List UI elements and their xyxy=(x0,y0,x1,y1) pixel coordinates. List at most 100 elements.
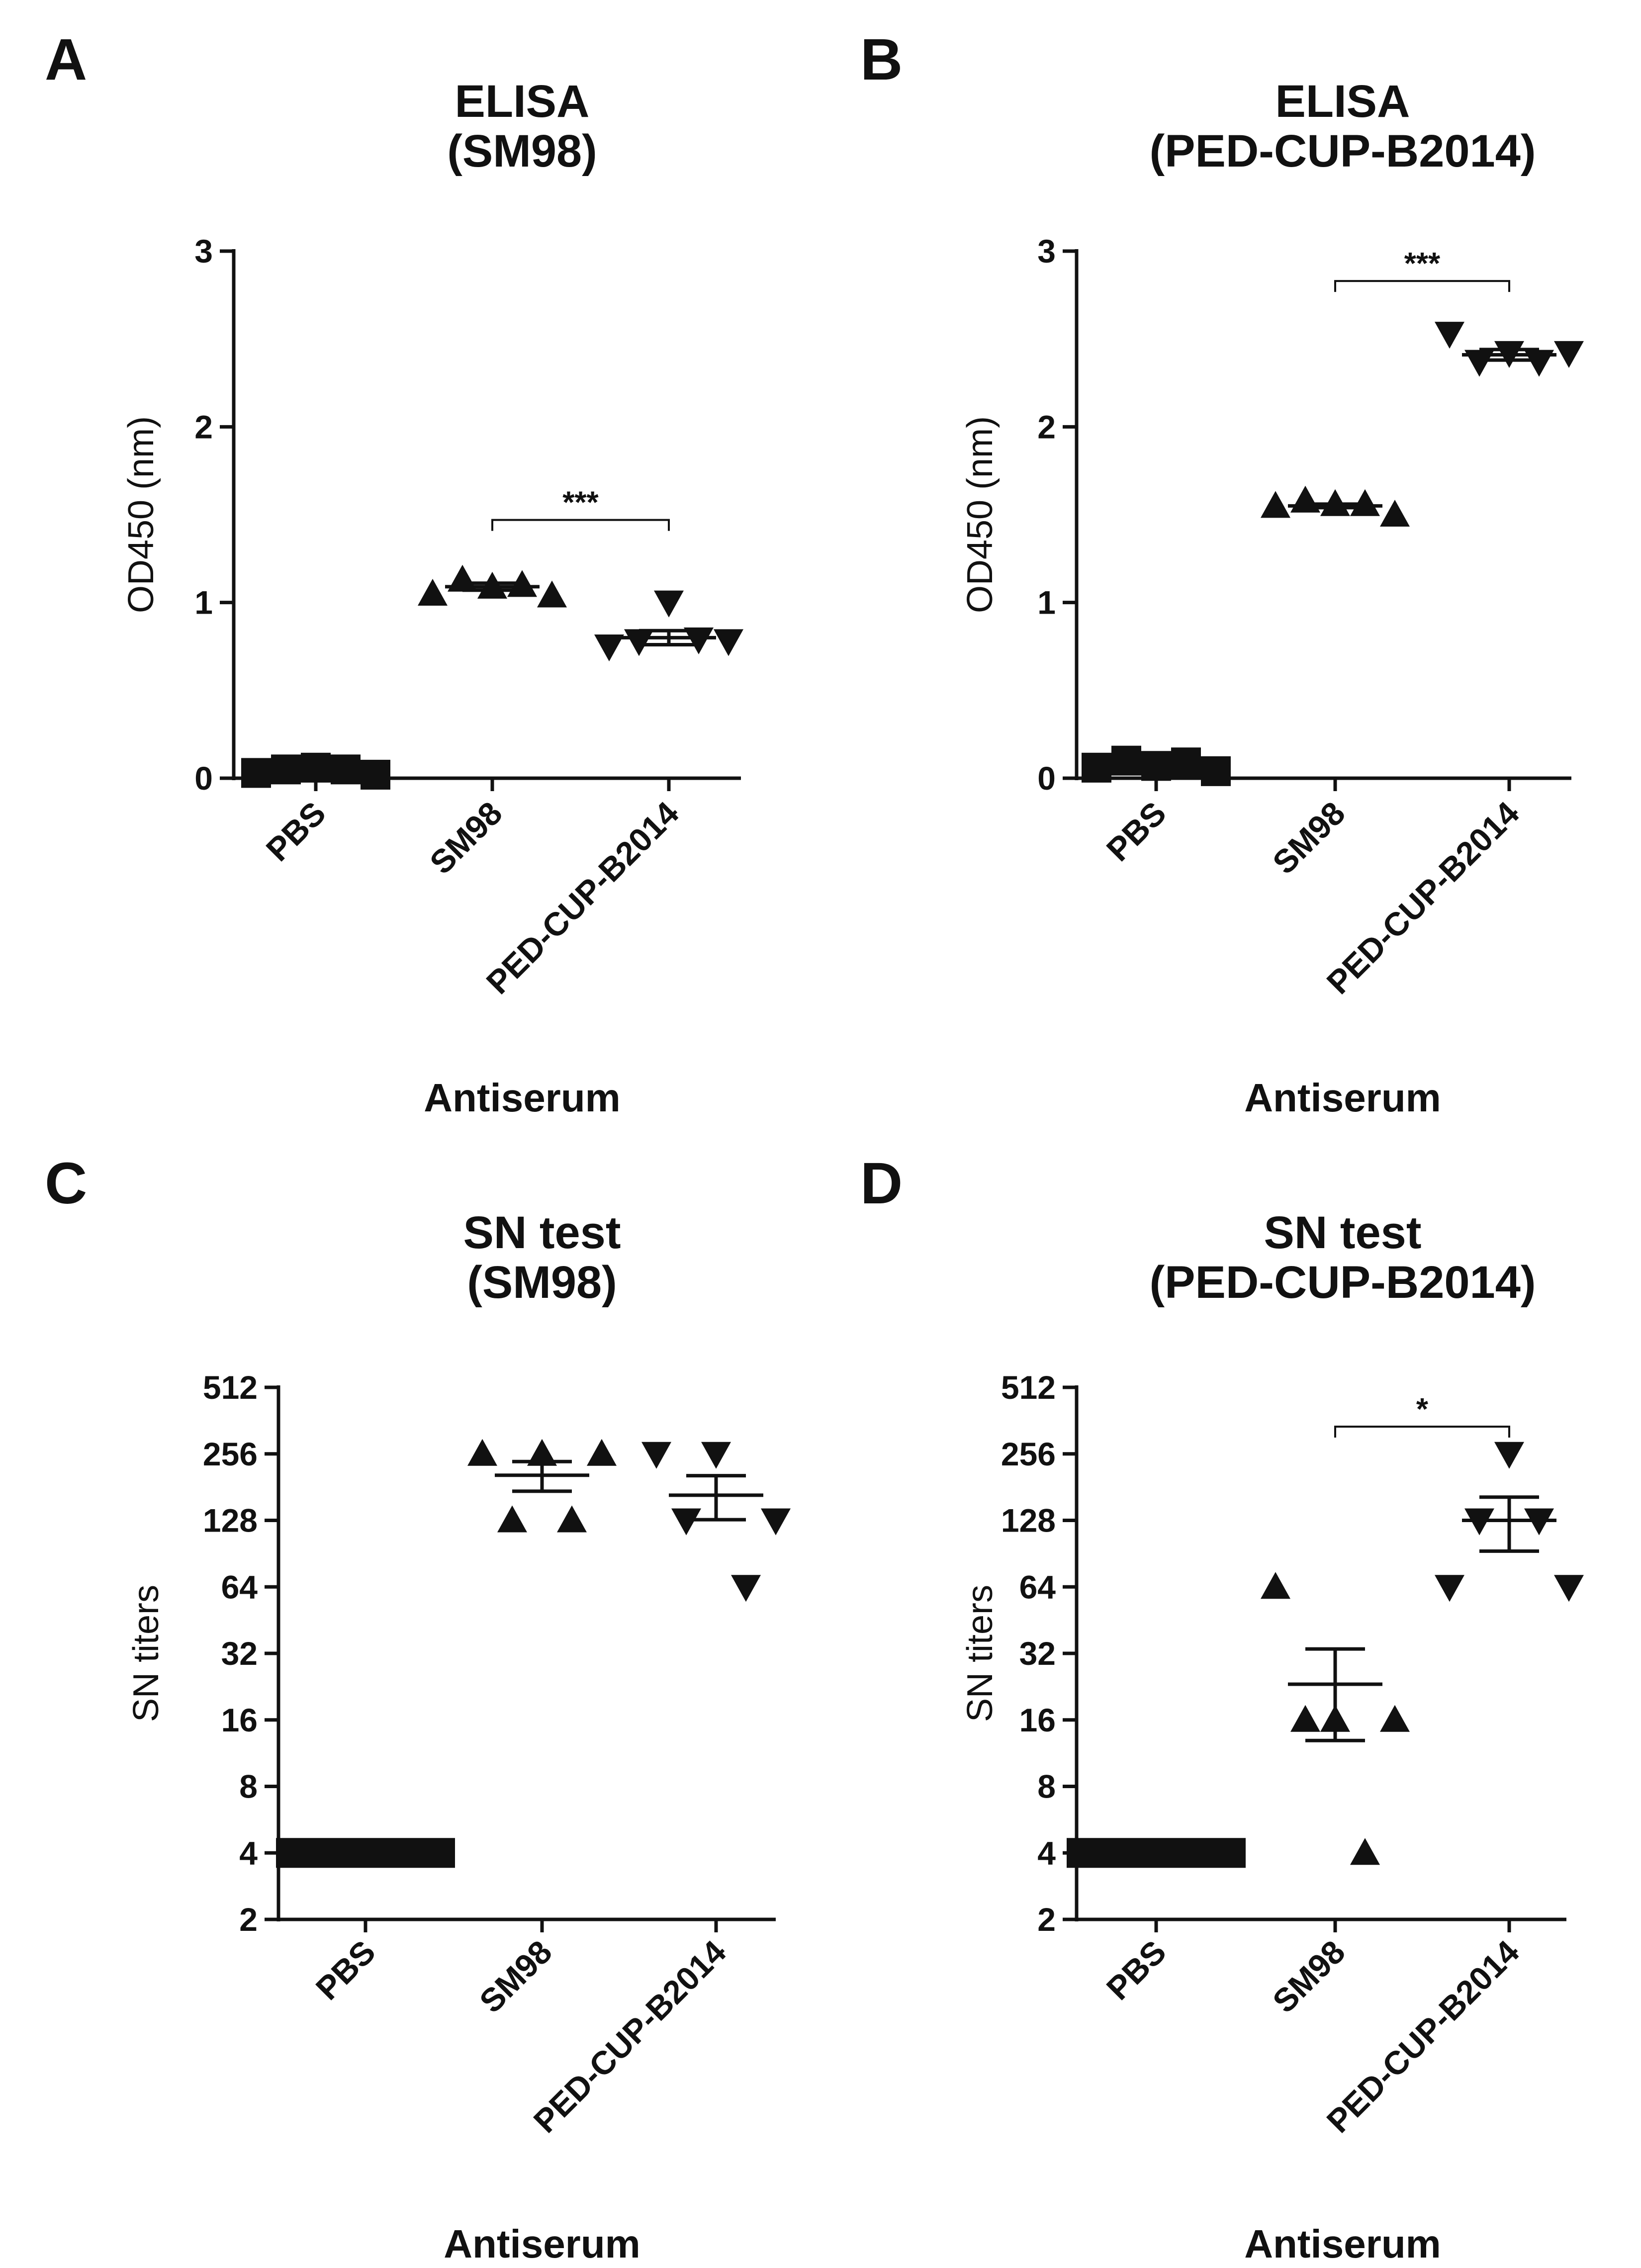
y-tick-label: 512 xyxy=(1001,1369,1056,1406)
x-category-label: PED-CUP-B2014 xyxy=(1319,794,1526,1001)
significance-label: *** xyxy=(562,486,599,520)
data-point-triangle-up xyxy=(557,1505,587,1533)
data-point-triangle-up xyxy=(497,1505,527,1533)
y-tick-label: 2 xyxy=(194,408,213,445)
y-tick-label: 16 xyxy=(1019,1702,1056,1738)
y-tick-label: 2 xyxy=(239,1901,258,1938)
y-tick-label: 8 xyxy=(1037,1768,1056,1805)
y-tick-label: 4 xyxy=(239,1834,258,1871)
data-point-square xyxy=(276,1838,306,1868)
data-point-triangle-up xyxy=(467,1439,497,1466)
chart-title-line: ELISA xyxy=(1276,76,1410,127)
x-category-label: PBS xyxy=(1099,795,1173,868)
x-category-label: SM98 xyxy=(423,795,509,881)
y-tick-label: 32 xyxy=(1019,1635,1056,1672)
y-tick-label: 32 xyxy=(221,1635,258,1672)
y-tick-label: 3 xyxy=(194,233,213,270)
data-point-triangle-up xyxy=(1350,1838,1380,1865)
data-point-square xyxy=(361,759,390,790)
data-point-triangle-down xyxy=(1524,350,1554,377)
y-axis-label: OD450 (nm) xyxy=(121,416,161,613)
data-point-triangle-up xyxy=(1290,1705,1320,1732)
y-tick-label: 64 xyxy=(1019,1568,1056,1605)
x-category-label: PBS xyxy=(309,1933,382,2007)
chart-panel-d: D SN test(PED-CUP-B2014) 2 4 8 16 32 64 128 256 51… xyxy=(860,1151,1584,2266)
data-point-square xyxy=(1111,745,1141,776)
x-category-label: SM98 xyxy=(472,1933,559,2020)
x-category-label: SM98 xyxy=(1266,795,1352,881)
data-point-square xyxy=(1171,747,1201,778)
data-point-square xyxy=(1201,756,1231,786)
chart-panel-a: A ELISA(SM98) 0 1 2 3 OD450 (nm) PBS SM98PED-CUP… xyxy=(45,27,743,1120)
chart-title-line: (PED-CUP-B2014) xyxy=(1149,126,1536,177)
data-point-triangle-down xyxy=(684,627,714,654)
significance-bracket xyxy=(491,519,670,531)
chart-title-line: SN test xyxy=(1264,1207,1422,1258)
y-tick-label: 2 xyxy=(1037,408,1056,445)
data-point-triangle-up xyxy=(587,1439,617,1466)
data-point-triangle-down xyxy=(654,590,684,618)
data-point-square xyxy=(1067,1838,1096,1868)
y-tick-label: 8 xyxy=(239,1768,258,1805)
panel-letter: D xyxy=(860,1151,903,1216)
data-point-triangle-up xyxy=(1380,1705,1410,1732)
x-axis-label: Antiserum xyxy=(424,1076,621,1120)
data-point-triangle-up xyxy=(1380,500,1410,527)
data-point-triangle-down xyxy=(641,1442,671,1469)
data-point-triangle-down xyxy=(761,1508,791,1536)
y-tick-label: 1 xyxy=(194,584,213,621)
data-point-triangle-down xyxy=(1435,322,1464,349)
data-point-triangle-up xyxy=(537,580,567,608)
significance-label: *** xyxy=(1404,247,1441,281)
x-category-label: PBS xyxy=(1099,1933,1173,2007)
chart-title-line: SN test xyxy=(463,1207,621,1258)
chart-title-line: (SM98) xyxy=(467,1257,617,1308)
y-tick-label: 4 xyxy=(1037,1834,1056,1871)
chart-panel-b: B ELISA(PED-CUP-B2014) 0 1 2 3 OD450 (nm) PBS SM… xyxy=(860,27,1584,1120)
data-point-square xyxy=(1216,1838,1246,1868)
data-point-triangle-down xyxy=(1554,341,1584,368)
x-axis-label: Antiserum xyxy=(1244,1076,1441,1120)
data-point-triangle-down xyxy=(671,1508,701,1536)
data-point-triangle-down xyxy=(714,629,743,656)
data-point-triangle-up xyxy=(1261,1572,1290,1599)
x-category-label: PED-CUP-B2014 xyxy=(1319,1933,1526,2140)
data-point-triangle-down xyxy=(701,1442,731,1469)
significance-bracket xyxy=(1334,1425,1510,1438)
x-category-label: SM98 xyxy=(1266,1933,1352,2020)
chart-title-line: (PED-CUP-B2014) xyxy=(1149,1257,1536,1308)
data-point-square xyxy=(301,752,331,783)
y-tick-label: 128 xyxy=(1001,1502,1056,1539)
y-tick-label: 64 xyxy=(221,1568,258,1605)
data-point-triangle-down xyxy=(1554,1575,1584,1602)
panel-letter: A xyxy=(45,27,87,92)
y-tick-label: 512 xyxy=(203,1369,258,1406)
data-point-triangle-down xyxy=(1494,1442,1524,1469)
chart-title-line: (SM98) xyxy=(447,126,597,177)
significance-label: * xyxy=(1416,1392,1429,1427)
y-axis-label: SN titers xyxy=(126,1585,166,1722)
data-point-triangle-up xyxy=(527,1439,557,1466)
y-tick-label: 0 xyxy=(1037,760,1056,797)
y-tick-label: 256 xyxy=(1001,1436,1056,1472)
y-tick-label: 16 xyxy=(221,1702,258,1738)
x-category-label: PBS xyxy=(259,795,333,868)
data-point-triangle-down xyxy=(624,629,654,656)
data-point-triangle-down xyxy=(594,635,624,661)
y-axis-label: SN titers xyxy=(960,1585,1000,1722)
data-point-triangle-up xyxy=(1261,491,1290,518)
significance-bracket xyxy=(1334,280,1510,292)
data-point-triangle-down xyxy=(1435,1575,1464,1602)
y-tick-label: 0 xyxy=(194,760,213,797)
x-axis-label: Antiserum xyxy=(1244,2222,1441,2266)
panel-letter: C xyxy=(45,1151,87,1216)
y-tick-label: 1 xyxy=(1037,584,1056,621)
data-point-square xyxy=(241,758,271,788)
data-point-square xyxy=(1082,752,1111,783)
data-point-triangle-up xyxy=(418,579,448,606)
x-category-label: PED-CUP-B2014 xyxy=(479,794,686,1001)
chart-title-line: ELISA xyxy=(455,76,590,127)
panel-letter: B xyxy=(860,27,903,92)
y-tick-label: 3 xyxy=(1037,233,1056,270)
